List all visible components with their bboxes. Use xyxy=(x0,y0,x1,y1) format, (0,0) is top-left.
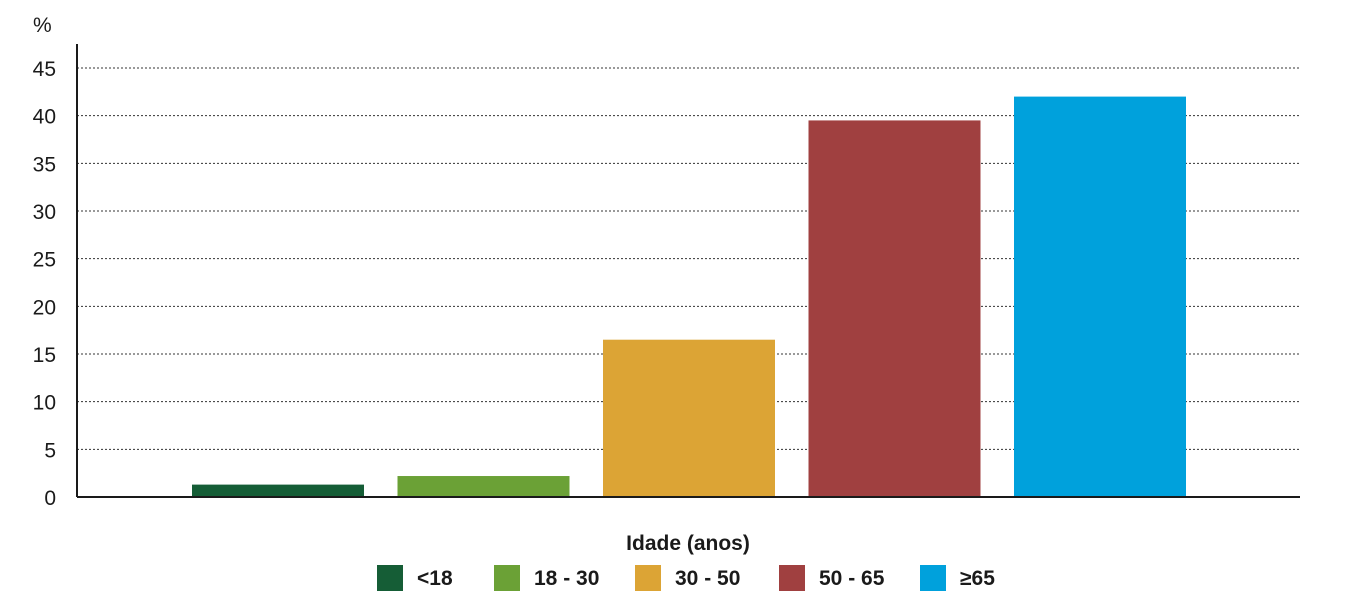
legend-label: <18 xyxy=(417,567,453,590)
legend: <18 18 - 30 30 - 50 50 - 65 ≥65 xyxy=(377,565,995,591)
bars xyxy=(192,96,1186,497)
y-tick-label: 0 xyxy=(44,487,56,510)
legend-label: 50 - 65 xyxy=(819,567,885,590)
y-tick-labels: 0 5 10 15 20 25 30 35 40 45 xyxy=(33,58,56,510)
y-tick-label: 10 xyxy=(33,392,56,415)
legend-swatch xyxy=(494,565,520,591)
y-tick-label: 35 xyxy=(33,153,56,176)
y-tick-label: 30 xyxy=(33,201,56,224)
legend-swatch xyxy=(779,565,805,591)
bar xyxy=(808,120,981,497)
bar xyxy=(397,476,570,497)
legend-label: 30 - 50 xyxy=(675,567,740,590)
axes xyxy=(76,44,1300,498)
legend-label: 18 - 30 xyxy=(534,567,599,590)
y-tick-label: 25 xyxy=(33,249,56,272)
legend-label: ≥65 xyxy=(960,567,995,590)
bar xyxy=(603,339,775,497)
y-tick-label: 45 xyxy=(33,58,56,81)
y-tick-label: 15 xyxy=(33,344,56,367)
y-tick-label: 20 xyxy=(33,296,56,319)
legend-swatch xyxy=(377,565,403,591)
y-axis-unit-label: % xyxy=(33,14,52,37)
legend-swatch xyxy=(920,565,946,591)
bar xyxy=(192,484,364,497)
legend-swatch xyxy=(635,565,661,591)
y-tick-label: 40 xyxy=(33,106,56,129)
y-tick-label: 5 xyxy=(44,439,56,462)
bar xyxy=(1014,96,1186,497)
x-axis-label: Idade (anos) xyxy=(626,532,750,555)
